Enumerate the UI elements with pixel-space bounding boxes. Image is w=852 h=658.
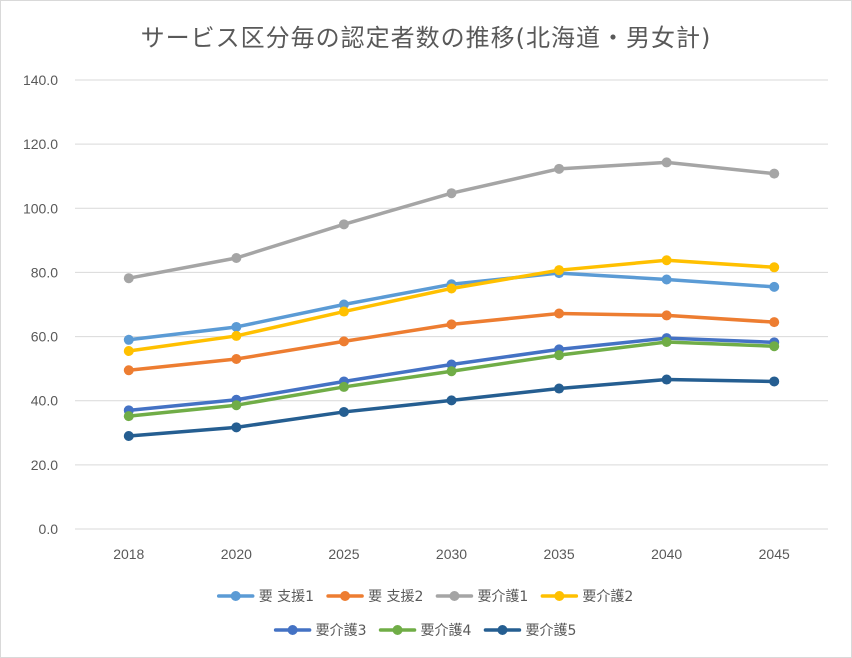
data-point — [661, 310, 672, 321]
x-tick-label: 2018 — [113, 546, 144, 562]
data-point — [231, 400, 242, 411]
y-tick-label: 120.0 — [23, 136, 58, 152]
data-point — [231, 330, 242, 341]
data-point — [769, 281, 780, 292]
data-point — [446, 366, 457, 377]
data-point — [338, 219, 349, 230]
data-point — [661, 337, 672, 348]
data-point — [123, 411, 134, 422]
data-point — [338, 406, 349, 417]
data-point — [554, 163, 565, 174]
data-point — [769, 376, 780, 387]
x-tick-label: 2035 — [543, 546, 574, 562]
data-point — [123, 334, 134, 345]
data-point — [123, 365, 134, 376]
data-point — [769, 168, 780, 179]
x-tick-label: 2045 — [759, 546, 790, 562]
data-point — [446, 395, 457, 406]
y-tick-label: 20.0 — [31, 457, 58, 473]
legend-key-marker — [230, 591, 241, 601]
x-tick-label: 2030 — [436, 546, 467, 562]
data-point — [554, 350, 565, 361]
data-point — [661, 255, 672, 266]
legend-key-marker — [554, 591, 565, 601]
data-point — [231, 321, 242, 332]
legend-label: 要 支援1 — [259, 589, 314, 605]
data-point — [231, 422, 242, 433]
legend-key-marker — [497, 625, 508, 635]
legend-label: 要介護3 — [316, 623, 367, 639]
legend-label: 要介護1 — [477, 589, 528, 605]
y-tick-label: 100.0 — [23, 200, 58, 216]
chart-title: サービス区分毎の認定者数の推移(北海道・男女計) — [140, 24, 712, 52]
data-point — [661, 157, 672, 168]
data-point — [231, 354, 242, 365]
data-point — [769, 262, 780, 273]
data-point — [338, 299, 349, 310]
x-tick-label: 2040 — [651, 546, 682, 562]
x-tick-label: 2020 — [221, 546, 252, 562]
legend-label: 要介護2 — [582, 589, 633, 605]
legend-label: 要 支援2 — [368, 589, 423, 605]
y-tick-label: 60.0 — [31, 329, 58, 345]
data-point — [554, 383, 565, 394]
data-point — [554, 265, 565, 276]
legend-label: 要介護4 — [421, 623, 472, 639]
y-tick-label: 80.0 — [31, 264, 58, 280]
legend-key-marker — [449, 591, 460, 601]
legend-label: 要介護5 — [525, 623, 576, 639]
legend-key-marker — [340, 591, 351, 601]
data-point — [769, 341, 780, 352]
data-point — [123, 346, 134, 357]
data-point — [231, 252, 242, 263]
y-tick-label: 40.0 — [31, 393, 58, 409]
y-tick-label: 0.0 — [39, 521, 59, 537]
data-point — [338, 336, 349, 347]
data-point — [338, 381, 349, 392]
data-point — [123, 273, 134, 284]
data-point — [446, 283, 457, 294]
data-point — [769, 317, 780, 328]
data-point — [554, 308, 565, 319]
legend-key-marker — [392, 625, 403, 635]
x-tick-label: 2025 — [328, 546, 359, 562]
data-point — [661, 374, 672, 385]
legend-key-marker — [287, 625, 298, 635]
data-point — [123, 430, 134, 441]
data-point — [446, 319, 457, 330]
data-point — [661, 274, 672, 285]
data-point — [338, 306, 349, 317]
y-tick-label: 140.0 — [23, 72, 58, 88]
data-point — [446, 188, 457, 199]
